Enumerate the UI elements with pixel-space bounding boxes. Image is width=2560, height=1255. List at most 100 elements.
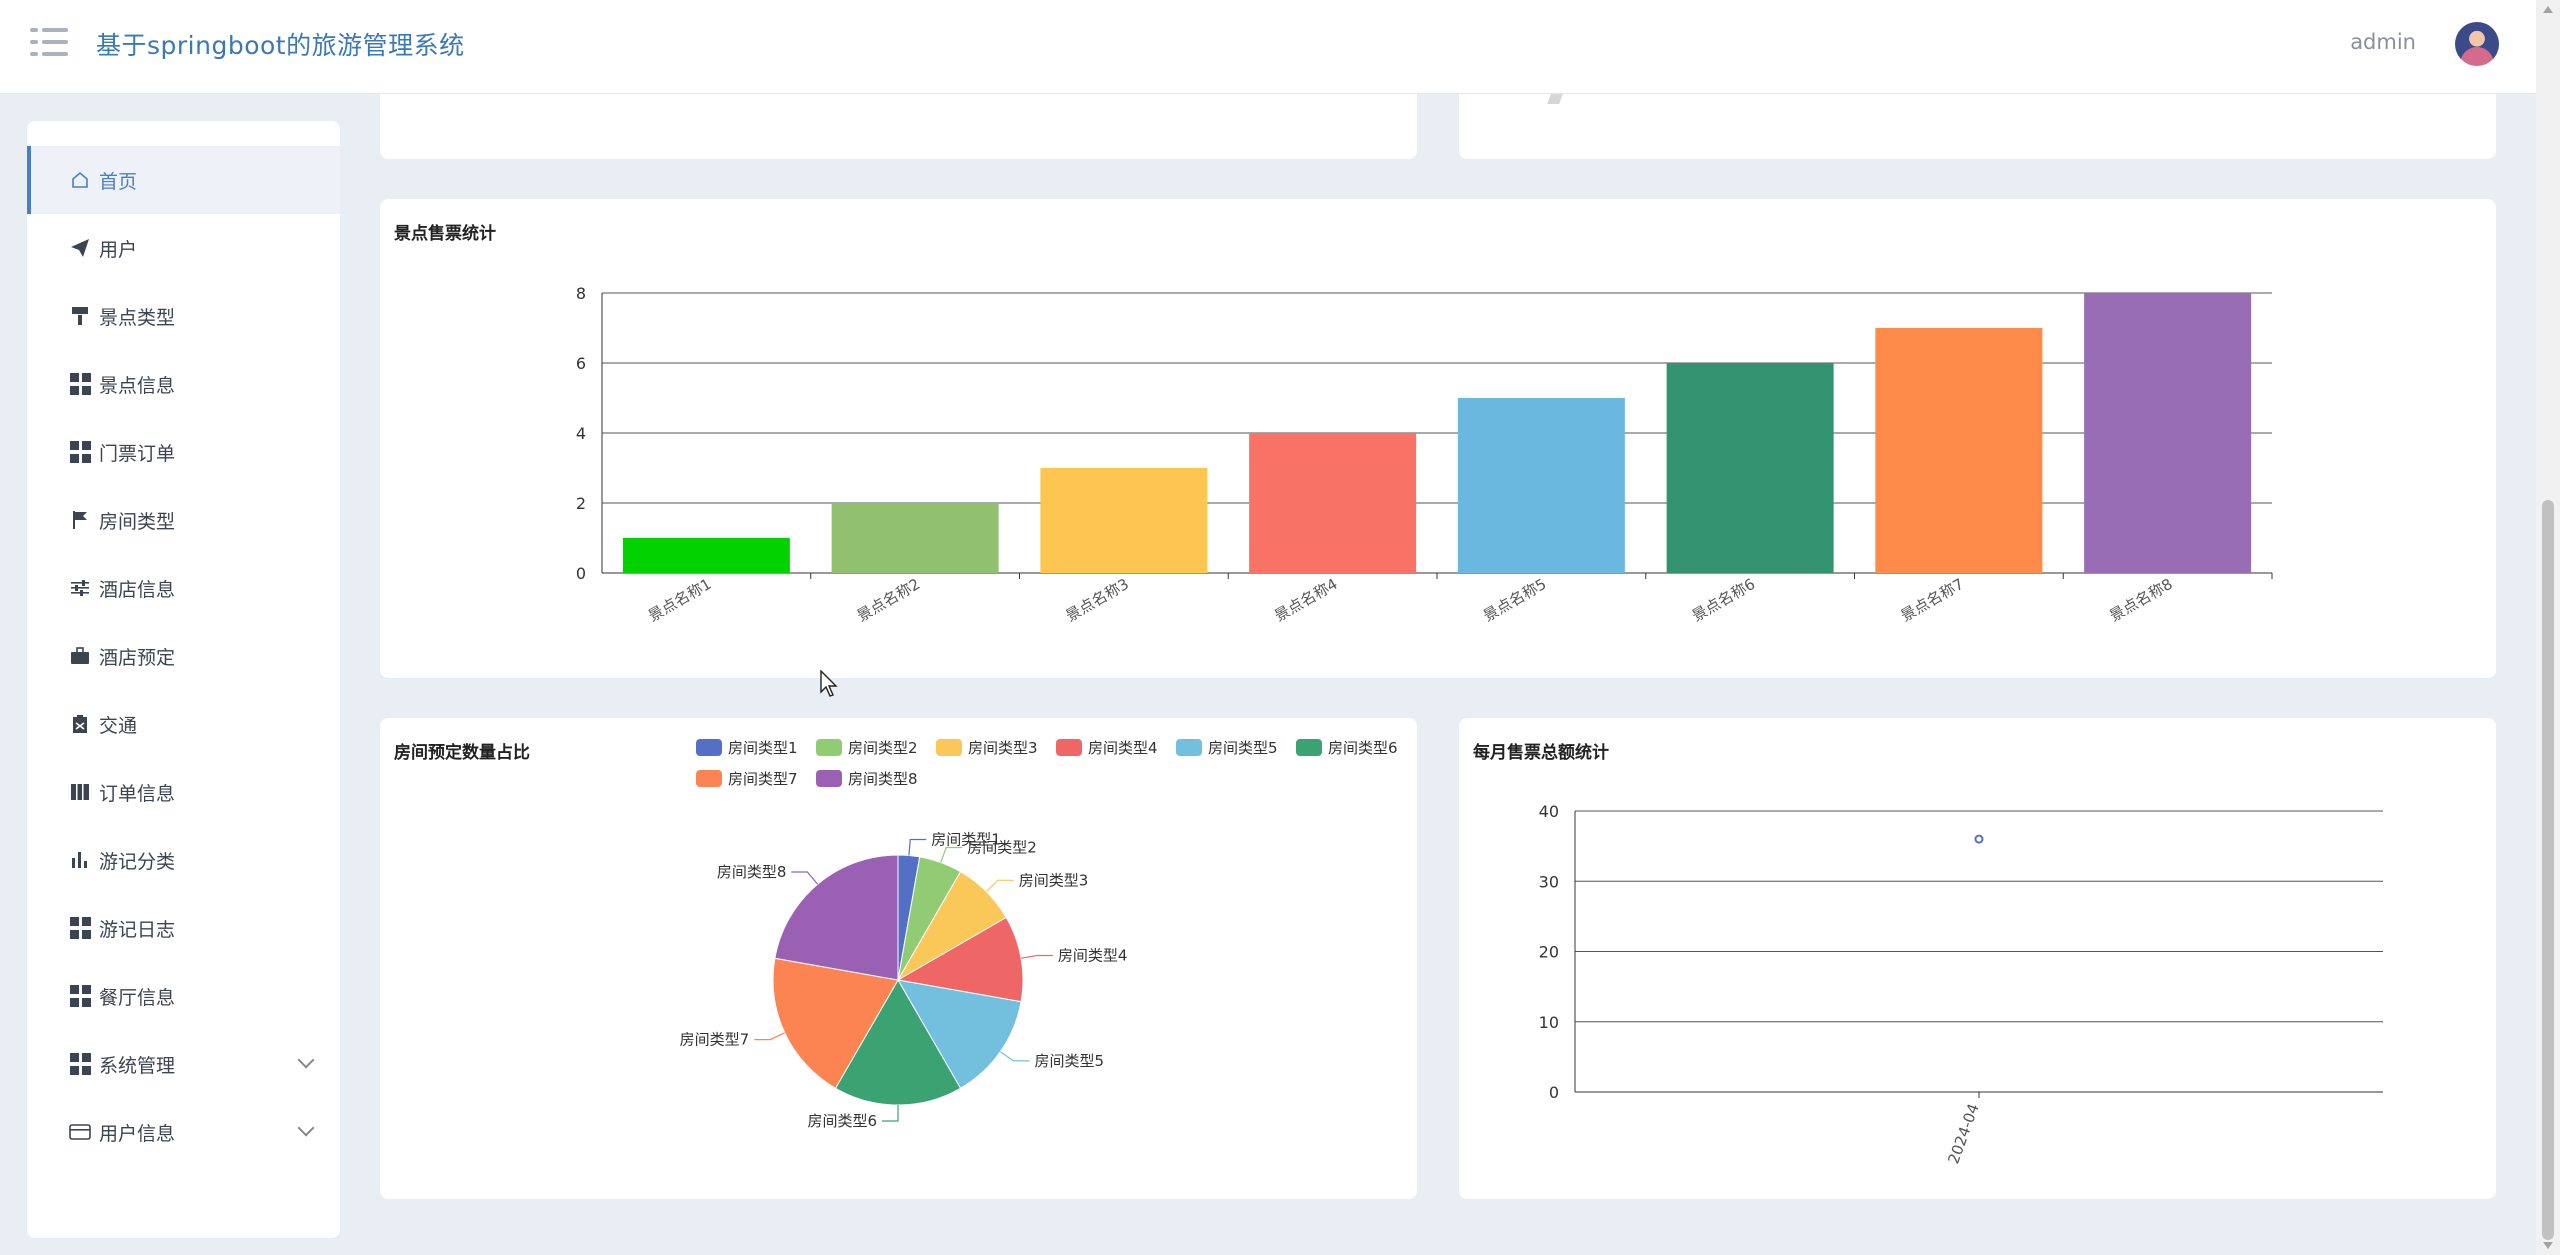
pie-slice[interactable] — [772, 957, 899, 1089]
y-tick-label: 10 — [1539, 1013, 1559, 1032]
x-tick-label: 景点名称4 — [1271, 575, 1340, 625]
grid-icon — [69, 985, 91, 1007]
bar[interactable] — [1875, 328, 2043, 573]
pie-label-line — [791, 871, 819, 885]
bar[interactable] — [1666, 363, 1834, 573]
pie-label-line — [908, 838, 927, 856]
sidebar-item-user-info[interactable]: 用户信息 — [27, 1098, 340, 1166]
sidebar-item-ticket-orders[interactable]: 门票订单 — [27, 418, 340, 486]
pie-label: 房间类型4 — [1058, 947, 1128, 965]
legend-swatch[interactable] — [1056, 739, 1082, 756]
pie-label-line — [1020, 954, 1053, 959]
x-tick-label: 景点名称1 — [645, 575, 714, 625]
sliders-icon — [69, 577, 91, 599]
scroll-thumb[interactable] — [2542, 500, 2554, 1240]
pie-label-line — [1000, 1051, 1030, 1062]
partial-card-top-right — [1459, 94, 2496, 159]
mouse-cursor-icon — [820, 670, 838, 697]
sidebar-item-label: 酒店信息 — [99, 578, 176, 601]
briefcase-icon — [69, 645, 91, 667]
legend-swatch[interactable] — [696, 739, 722, 756]
bar[interactable] — [1040, 468, 1208, 573]
sidebar-item-transport[interactable]: 交通 — [27, 690, 340, 758]
pie-label-line — [940, 846, 963, 863]
legend-label[interactable]: 房间类型7 — [728, 770, 798, 788]
sidebar-item-label: 交通 — [99, 714, 138, 737]
chart-title: 房间预定数量占比 — [394, 743, 530, 763]
sidebar-item-system-management[interactable]: 系统管理 — [27, 1030, 340, 1098]
pie-slice[interactable] — [834, 979, 962, 1106]
legend-swatch[interactable] — [816, 770, 842, 787]
legend-swatch[interactable] — [1176, 739, 1202, 756]
page-scrollbar[interactable] — [2536, 0, 2560, 1255]
sidebar: 首页 用户 景点类型 景点信息 门票订单 房间类型 酒店信息 酒店预定 — [27, 121, 340, 1238]
sidebar-item-home[interactable]: 首页 — [27, 146, 340, 214]
legend-label[interactable]: 房间类型1 — [728, 739, 798, 757]
paper-plane-icon — [69, 237, 91, 259]
pie-label: 房间类型5 — [1035, 1052, 1105, 1070]
sidebar-item-hotel-info[interactable]: 酒店信息 — [27, 554, 340, 622]
bar[interactable] — [831, 503, 999, 573]
scroll-up-icon[interactable] — [2543, 6, 2553, 13]
sidebar-item-restaurant-info[interactable]: 餐厅信息 — [27, 962, 340, 1030]
x-tick-label: 景点名称8 — [2106, 575, 2175, 625]
sidebar-item-users[interactable]: 用户 — [27, 214, 340, 282]
legend-label[interactable]: 房间类型4 — [1088, 739, 1158, 757]
x-tick-label: 2024-04 — [1944, 1101, 1982, 1166]
sidebar-item-label: 用户 — [99, 238, 138, 261]
clipboard-icon — [69, 713, 91, 735]
sidebar-item-label: 游记分类 — [99, 850, 176, 873]
y-tick-label: 30 — [1539, 872, 1559, 891]
pie-slice[interactable] — [774, 854, 899, 981]
x-tick-label: 景点名称3 — [1063, 575, 1132, 625]
partial-card-top-left — [380, 94, 1417, 159]
wallet-icon — [69, 1121, 91, 1143]
bar[interactable] — [622, 538, 790, 573]
sidebar-item-scenic-info[interactable]: 景点信息 — [27, 350, 340, 418]
book-icon — [69, 781, 91, 803]
y-tick-label: 4 — [576, 424, 586, 443]
pie-label: 房间类型2 — [967, 839, 1037, 857]
line-chart: 0 10 20 30 40 2024-04 — [1539, 802, 2383, 1166]
legend-label[interactable]: 房间类型2 — [848, 739, 918, 757]
pie-label-line — [985, 879, 1014, 893]
y-tick-label: 40 — [1539, 802, 1559, 821]
bar[interactable] — [2084, 293, 2252, 573]
sidebar-item-travelogue-log[interactable]: 游记日志 — [27, 894, 340, 962]
legend-label[interactable]: 房间类型6 — [1328, 739, 1398, 757]
username[interactable]: admin — [2350, 30, 2416, 54]
legend-swatch[interactable] — [696, 770, 722, 787]
top-header: 基于springboot的旅游管理系统 admin — [0, 0, 2536, 94]
grid-icon — [69, 373, 91, 395]
y-tick-label: 20 — [1539, 943, 1559, 962]
sidebar-item-hotel-booking[interactable]: 酒店预定 — [27, 622, 340, 690]
scroll-down-icon[interactable] — [2543, 1242, 2553, 1249]
monthly-sales-line-card: 每月售票总额统计 0 10 20 30 40 2024-04 — [1459, 718, 2496, 1199]
sidebar-item-label: 订单信息 — [99, 782, 176, 805]
chevron-down-icon — [297, 1119, 315, 1137]
legend-swatch[interactable] — [936, 739, 962, 756]
y-tick-label: 6 — [576, 354, 586, 373]
home-icon — [69, 169, 91, 191]
bar[interactable] — [1457, 398, 1625, 573]
legend-label[interactable]: 房间类型3 — [968, 739, 1038, 757]
legend-label[interactable]: 房间类型8 — [848, 770, 918, 788]
sidebar-item-scenic-type[interactable]: 景点类型 — [27, 282, 340, 350]
avatar[interactable] — [2455, 22, 2499, 66]
grid-icon — [69, 441, 91, 463]
sidebar-item-travelogue-category[interactable]: 游记分类 — [27, 826, 340, 894]
legend-swatch[interactable] — [1296, 739, 1322, 756]
sidebar-item-room-type[interactable]: 房间类型 — [27, 486, 340, 554]
sidebar-item-label: 用户信息 — [99, 1122, 176, 1145]
line-point[interactable] — [1974, 834, 1984, 844]
pie-slice[interactable] — [896, 916, 1024, 1003]
menu-toggle-icon[interactable] — [30, 26, 68, 60]
legend-label[interactable]: 房间类型5 — [1208, 739, 1278, 757]
flag-icon — [69, 509, 91, 531]
legend-swatch[interactable] — [816, 739, 842, 756]
sidebar-item-label: 房间类型 — [99, 510, 176, 533]
sidebar-item-order-info[interactable]: 订单信息 — [27, 758, 340, 826]
x-tick-label: 景点名称7 — [1898, 575, 1967, 625]
pie-slice[interactable] — [897, 979, 1022, 1089]
bar[interactable] — [1249, 433, 1417, 573]
